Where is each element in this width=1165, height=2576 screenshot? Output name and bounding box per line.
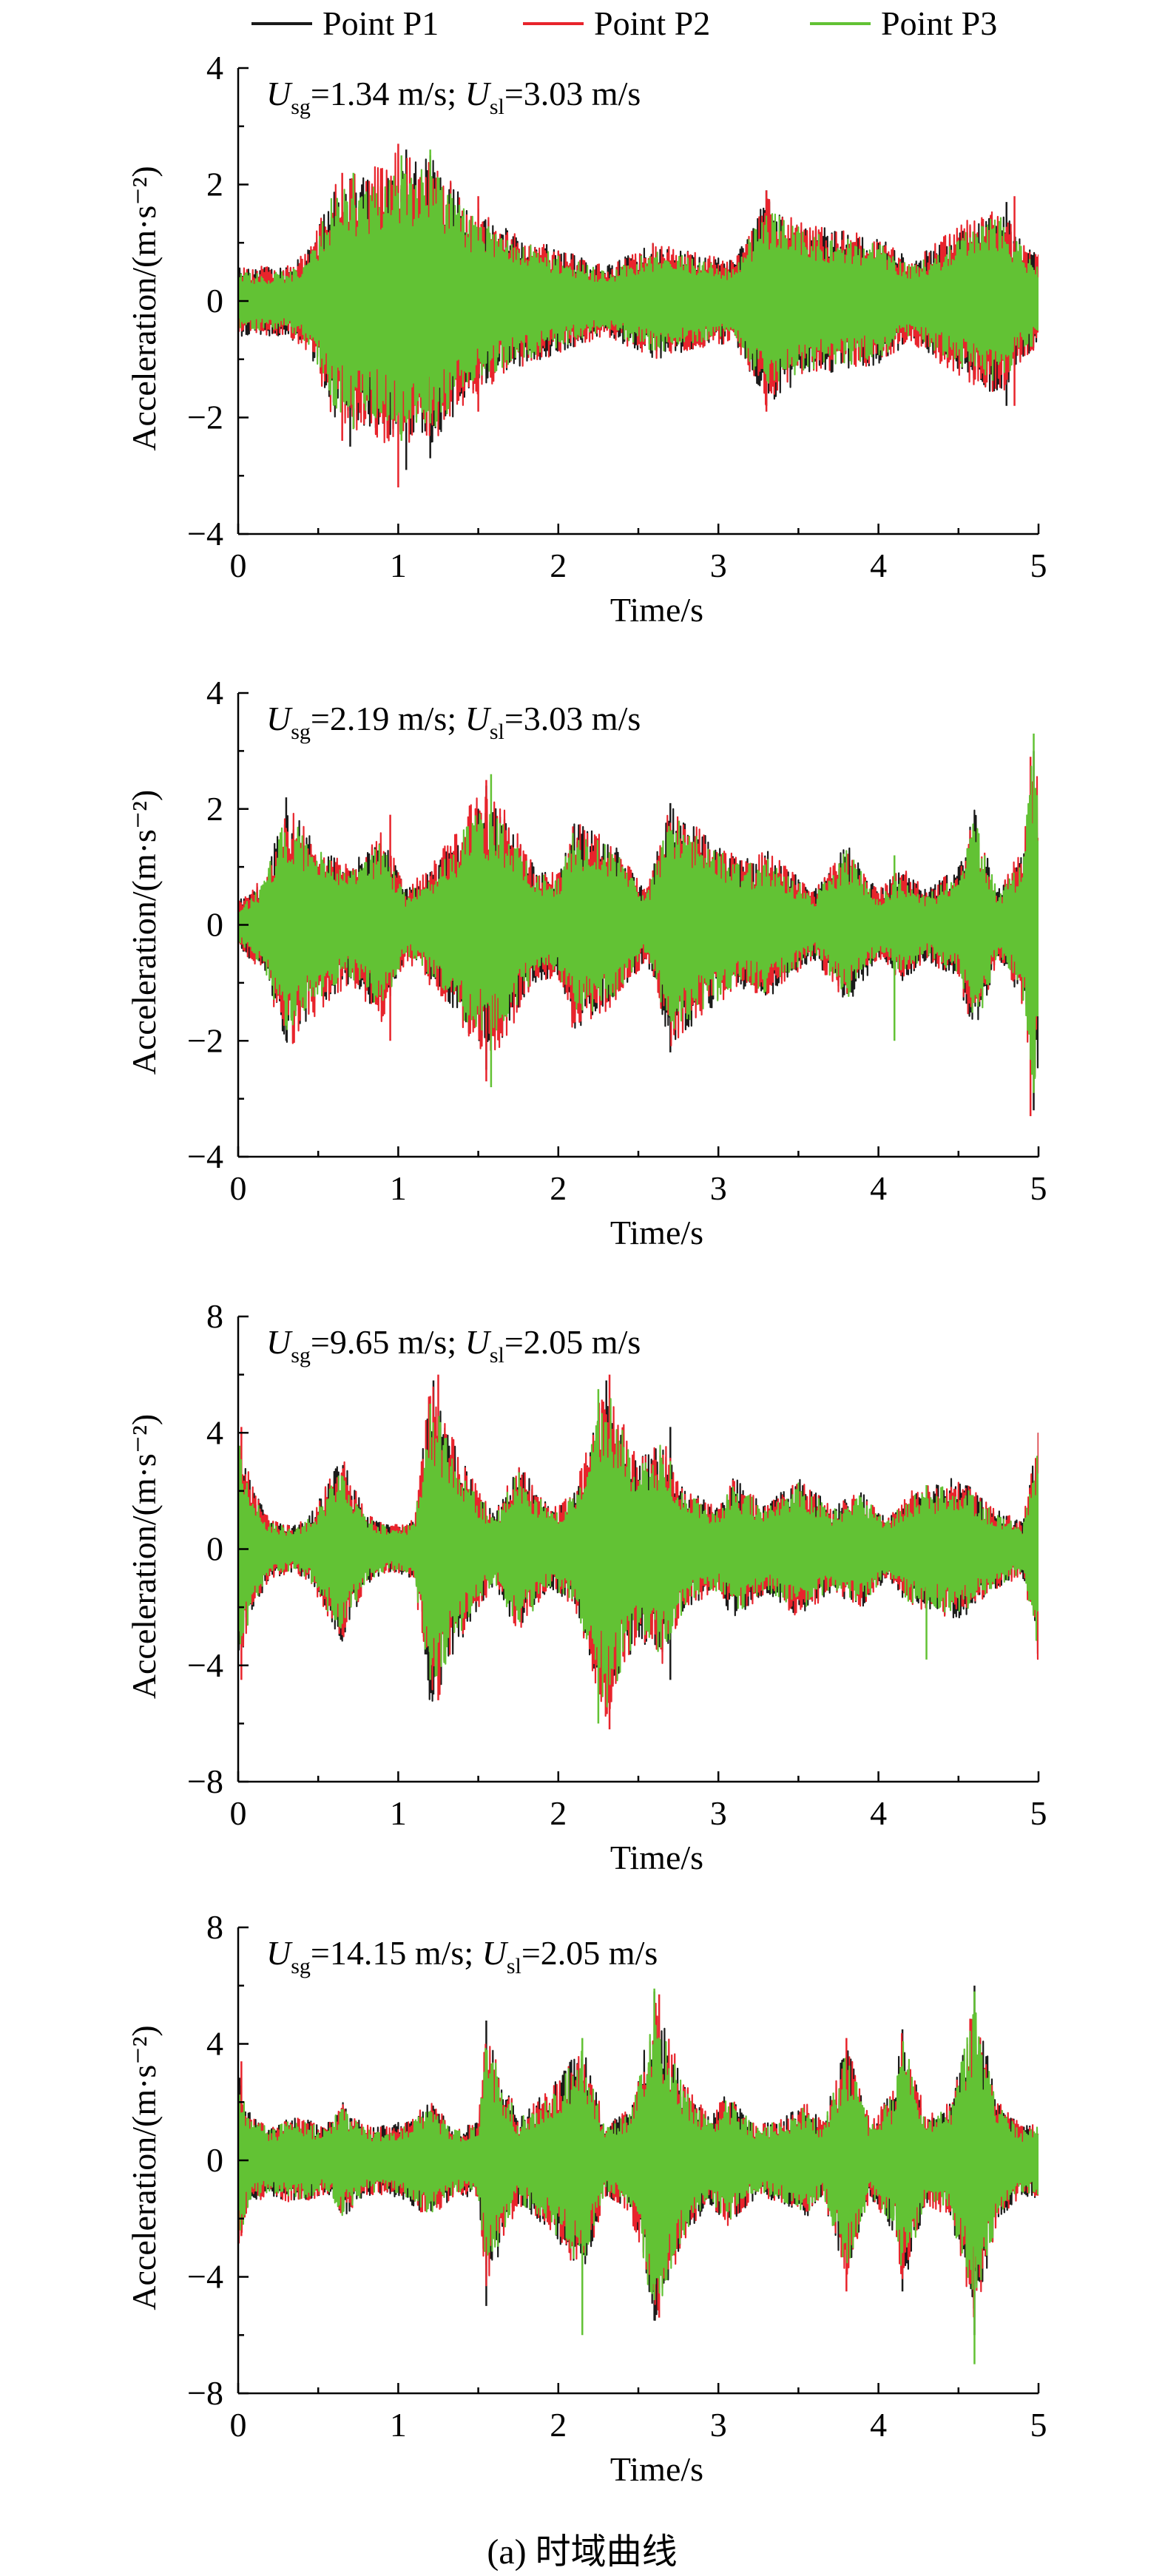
x-tick-label: 2 bbox=[550, 1169, 567, 1207]
flow-condition-annotation: Usg=9.65 m/s; Usl=2.05 m/s bbox=[266, 1323, 641, 1368]
y-tick-label: −2 bbox=[187, 1021, 223, 1059]
series-group bbox=[238, 1985, 1039, 2364]
flow-condition-annotation: Usg=1.34 m/s; Usl=3.03 m/s bbox=[266, 75, 641, 119]
y-tick-label: 0 bbox=[206, 906, 223, 944]
y-tick-label: −4 bbox=[187, 515, 223, 552]
series-line-point-p3 bbox=[238, 166, 1039, 435]
x-tick-label: 0 bbox=[230, 1169, 247, 1207]
y-axis-label: Acceleration/(m·s⁻²) bbox=[125, 2025, 163, 2310]
x-tick-label: 2 bbox=[550, 547, 567, 584]
series-group bbox=[238, 733, 1039, 1117]
series-line-point-p3 bbox=[238, 1398, 1039, 1708]
panels: 420−2−40 1 2 3 4 5Time/sAcceleration/(m·s⁻²)U… bbox=[125, 49, 1047, 2488]
x-tick-label: 5 bbox=[1030, 547, 1047, 584]
chart-panel-1: 420−2−40 1 2 3 4 5Time/sAcceleration/(m·s⁻²)U… bbox=[125, 49, 1047, 629]
chart-panel-3: 840−4−80 1 2 3 4 5Time/sAcceleration/(m·s⁻²)U… bbox=[125, 1297, 1047, 1876]
flow-condition-annotation: Usg=2.19 m/s; Usl=3.03 m/s bbox=[266, 700, 641, 744]
series-line-point-p3 bbox=[238, 2012, 1039, 2296]
x-tick-label: 3 bbox=[710, 1169, 727, 1207]
x-tick-label: 2 bbox=[550, 2406, 567, 2444]
x-tick-label: 1 bbox=[390, 1169, 407, 1207]
y-tick-label: 4 bbox=[206, 49, 223, 87]
x-tick-label: 1 bbox=[390, 1794, 407, 1832]
x-tick-label: 3 bbox=[710, 2406, 727, 2444]
y-axis-label: Acceleration/(m·s⁻²) bbox=[125, 1414, 163, 1699]
x-axis-label: Time/s bbox=[610, 1839, 703, 1876]
y-axis-label: Acceleration/(m·s⁻²) bbox=[125, 790, 163, 1075]
y-tick-label: 8 bbox=[206, 1297, 223, 1335]
x-axis-label: Time/s bbox=[610, 2450, 703, 2488]
legend-label-p2: Point P2 bbox=[594, 4, 710, 42]
y-tick-label: −8 bbox=[187, 1762, 223, 1800]
x-tick-label: 2 bbox=[550, 1794, 567, 1832]
x-tick-label: 5 bbox=[1030, 1169, 1047, 1207]
figure-caption: (a) 时域曲线 bbox=[487, 2532, 677, 2572]
x-tick-label: 4 bbox=[870, 1169, 887, 1207]
y-axis-label: Acceleration/(m·s⁻²) bbox=[125, 166, 163, 450]
chart-panel-2: 420−2−40 1 2 3 4 5Time/sAcceleration/(m·s⁻²)U… bbox=[125, 674, 1047, 1251]
y-tick-label: 4 bbox=[206, 2025, 223, 2063]
y-tick-label: 0 bbox=[206, 2141, 223, 2179]
y-tick-label: 4 bbox=[206, 674, 223, 711]
x-tick-label: 3 bbox=[710, 547, 727, 584]
y-tick-label: 4 bbox=[206, 1413, 223, 1451]
x-tick-label: 4 bbox=[870, 2406, 887, 2444]
x-tick-label: 1 bbox=[390, 547, 407, 584]
legend-label-p3: Point P3 bbox=[881, 4, 997, 42]
x-tick-label: 1 bbox=[390, 2406, 407, 2444]
y-tick-label: 2 bbox=[206, 790, 223, 828]
y-tick-label: −4 bbox=[187, 2258, 223, 2296]
y-tick-label: 0 bbox=[206, 1530, 223, 1568]
y-tick-label: −4 bbox=[187, 1137, 223, 1175]
x-tick-label: 4 bbox=[870, 547, 887, 584]
series-line-point-p3 bbox=[238, 765, 1039, 1079]
x-tick-label: 5 bbox=[1030, 1794, 1047, 1832]
y-tick-label: 0 bbox=[206, 282, 223, 320]
x-tick-label: 0 bbox=[230, 547, 247, 584]
legend: Point P1 Point P2 Point P3 bbox=[251, 4, 997, 42]
series-group bbox=[238, 143, 1039, 487]
x-tick-label: 3 bbox=[710, 1794, 727, 1832]
y-tick-label: −2 bbox=[187, 399, 223, 436]
legend-label-p1: Point P1 bbox=[323, 4, 439, 42]
flow-condition-annotation: Usg=14.15 m/s; Usl=2.05 m/s bbox=[266, 1934, 658, 1978]
y-tick-label: −8 bbox=[187, 2374, 223, 2412]
x-axis-label: Time/s bbox=[610, 591, 703, 629]
x-tick-label: 0 bbox=[230, 1794, 247, 1832]
y-tick-label: 2 bbox=[206, 166, 223, 203]
y-tick-label: 8 bbox=[206, 1908, 223, 1946]
x-tick-label: 0 bbox=[230, 2406, 247, 2444]
y-tick-label: −4 bbox=[187, 1646, 223, 1684]
x-tick-label: 5 bbox=[1030, 2406, 1047, 2444]
x-tick-label: 4 bbox=[870, 1794, 887, 1832]
series-group bbox=[238, 1374, 1039, 1730]
x-axis-label: Time/s bbox=[610, 1214, 703, 1251]
chart-panel-4: 840−4−80 1 2 3 4 5Time/sAcceleration/(m·s⁻²)U… bbox=[125, 1908, 1047, 2488]
